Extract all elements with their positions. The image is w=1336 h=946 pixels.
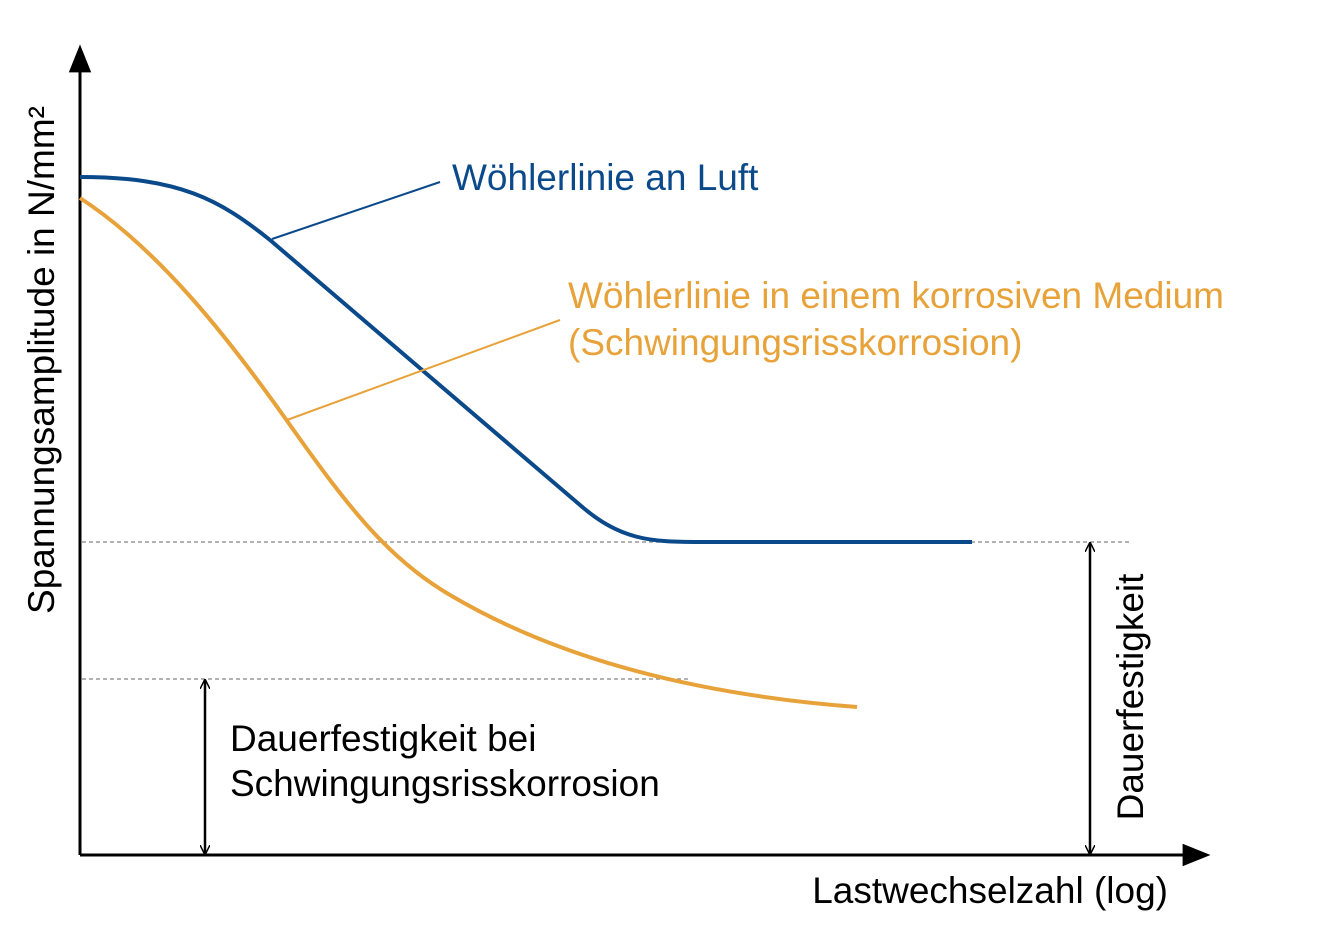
annotation: Schwingungsrisskorrosion: [230, 763, 660, 804]
x-axis-label: Lastwechselzahl (log): [812, 870, 1168, 911]
leader-line: [271, 181, 441, 240]
curve-corrosive: [78, 196, 858, 709]
y-axis-label: Spannungsamplitude in N/mm²: [21, 106, 62, 614]
annotation: Dauerfestigkeit: [1110, 573, 1151, 821]
curve-air: [79, 175, 972, 544]
leader-line: [286, 319, 561, 421]
curve-label: Wöhlerlinie an Luft: [452, 157, 759, 198]
curve-label: (Schwingungsrisskorrosion): [568, 322, 1022, 363]
curve-label: Wöhlerlinie in einem korrosiven Medium: [568, 275, 1224, 316]
annotation: Dauerfestigkeit bei: [230, 718, 536, 759]
